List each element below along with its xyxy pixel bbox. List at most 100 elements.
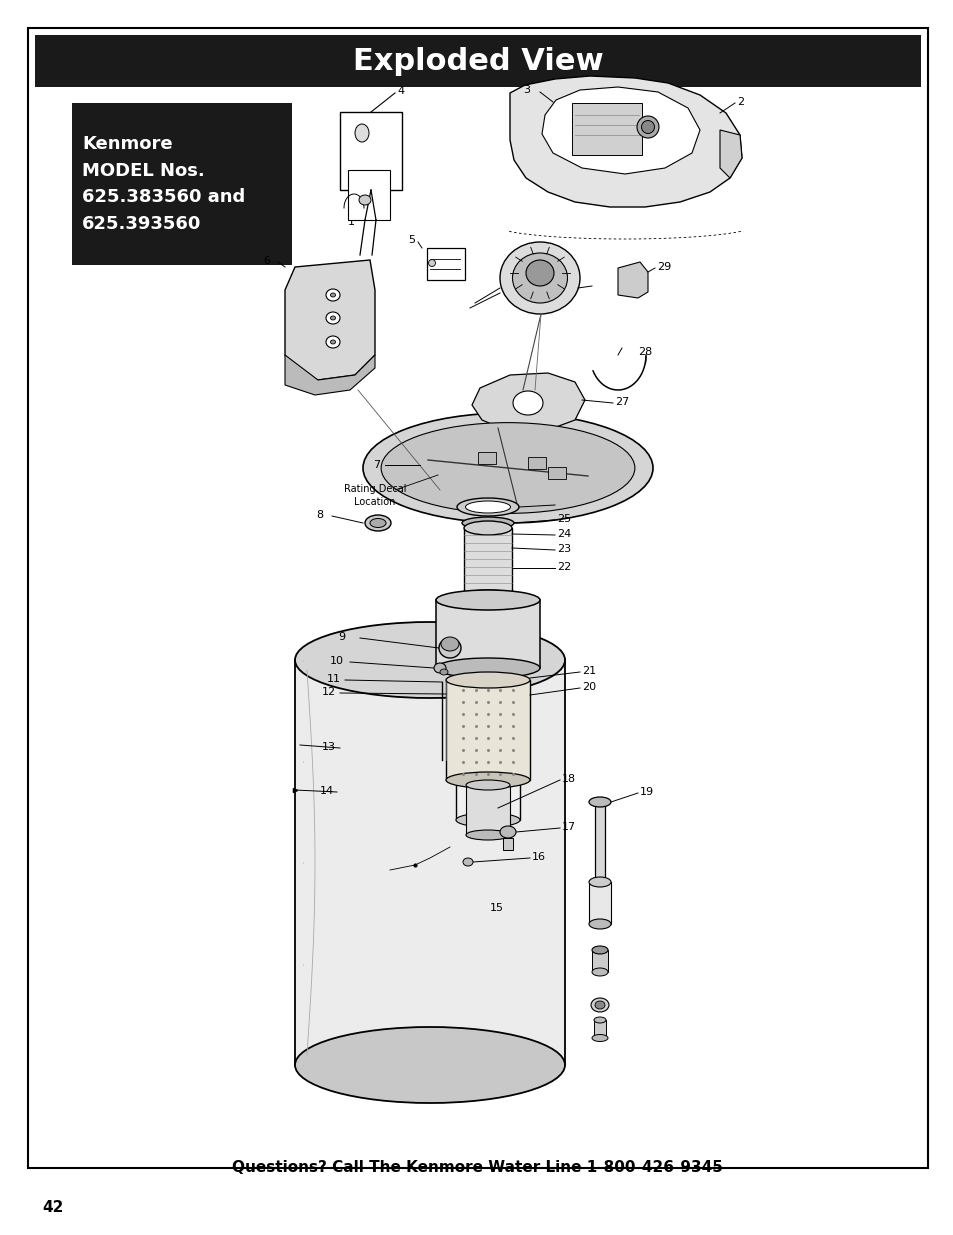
Text: 20: 20 [581, 682, 596, 692]
Ellipse shape [592, 968, 607, 976]
Ellipse shape [330, 340, 335, 345]
Ellipse shape [446, 672, 530, 688]
Text: 29: 29 [657, 262, 671, 272]
Ellipse shape [588, 877, 610, 887]
Text: 24: 24 [557, 529, 571, 538]
Ellipse shape [462, 858, 473, 866]
Ellipse shape [456, 498, 518, 516]
Bar [465, 785, 510, 835]
Ellipse shape [512, 253, 567, 303]
Ellipse shape [440, 637, 458, 651]
Ellipse shape [463, 592, 512, 605]
Polygon shape [472, 373, 584, 432]
Polygon shape [285, 261, 375, 380]
Ellipse shape [355, 124, 369, 142]
Ellipse shape [363, 412, 652, 522]
Ellipse shape [330, 316, 335, 320]
Text: 7: 7 [373, 459, 379, 471]
Text: 14: 14 [319, 785, 334, 797]
Ellipse shape [640, 121, 654, 133]
Bar [436, 600, 539, 668]
Bar [456, 597, 519, 820]
Text: 25: 25 [557, 514, 571, 524]
Ellipse shape [465, 781, 510, 790]
Ellipse shape [436, 658, 539, 678]
Ellipse shape [456, 813, 519, 827]
Bar [71, 103, 292, 266]
Bar [572, 103, 641, 156]
Bar [294, 659, 564, 1065]
Ellipse shape [436, 590, 539, 610]
Ellipse shape [326, 289, 339, 301]
Text: Kenmore
MODEL Nos.
625.383560 and
625.393560: Kenmore MODEL Nos. 625.383560 and 625.39… [82, 136, 245, 232]
Bar [594, 1020, 605, 1037]
Text: 13: 13 [322, 742, 335, 752]
Text: Rating Decal
Location: Rating Decal Location [343, 484, 406, 506]
Bar [595, 802, 604, 882]
Polygon shape [285, 354, 375, 395]
Ellipse shape [381, 422, 634, 514]
Text: 2: 2 [737, 98, 743, 107]
Ellipse shape [590, 998, 608, 1011]
Ellipse shape [499, 826, 516, 839]
Ellipse shape [588, 919, 610, 929]
Ellipse shape [358, 195, 371, 205]
Ellipse shape [439, 669, 448, 676]
Ellipse shape [365, 515, 391, 531]
Text: 8: 8 [315, 510, 323, 520]
Text: 21: 21 [581, 666, 596, 676]
Ellipse shape [326, 312, 339, 324]
Ellipse shape [294, 622, 564, 698]
Bar [446, 680, 530, 781]
Text: 23: 23 [557, 543, 571, 555]
Bar [427, 248, 464, 280]
Text: 3: 3 [522, 85, 530, 95]
Ellipse shape [525, 261, 554, 287]
Text: 26: 26 [557, 499, 571, 509]
Bar [339, 112, 401, 190]
Ellipse shape [513, 391, 542, 415]
Text: 10: 10 [330, 656, 344, 666]
Text: 9: 9 [337, 632, 345, 642]
Ellipse shape [446, 772, 530, 788]
Bar [463, 529, 512, 598]
Ellipse shape [637, 116, 659, 138]
Text: 4: 4 [396, 86, 404, 96]
Ellipse shape [434, 663, 446, 673]
Bar [527, 457, 545, 469]
Bar [592, 950, 607, 972]
Ellipse shape [456, 590, 519, 604]
Bar [588, 882, 610, 924]
Ellipse shape [499, 242, 579, 314]
Text: 17: 17 [561, 823, 576, 832]
Text: 27: 27 [615, 396, 629, 408]
Text: 42: 42 [42, 1200, 63, 1215]
Text: 12: 12 [322, 687, 335, 697]
Text: 19: 19 [639, 787, 654, 797]
Text: Exploded View: Exploded View [353, 47, 602, 75]
Text: 28: 28 [638, 347, 652, 357]
Text: 1: 1 [348, 217, 355, 227]
Ellipse shape [428, 259, 435, 267]
Ellipse shape [588, 797, 610, 806]
Text: 15: 15 [490, 903, 503, 913]
Bar [348, 170, 390, 220]
Text: 6: 6 [263, 256, 270, 266]
Text: 16: 16 [532, 852, 545, 862]
Polygon shape [720, 130, 741, 178]
Ellipse shape [438, 638, 460, 658]
Text: 11: 11 [327, 674, 340, 684]
Text: Questions? Call The Kenmore Water Line 1-800-426-9345: Questions? Call The Kenmore Water Line 1… [232, 1161, 721, 1176]
Bar [477, 452, 496, 464]
Polygon shape [510, 77, 741, 207]
Ellipse shape [461, 517, 514, 529]
Bar [547, 467, 565, 479]
Ellipse shape [592, 1035, 607, 1041]
Bar [502, 839, 513, 850]
Ellipse shape [326, 336, 339, 348]
Ellipse shape [594, 1016, 605, 1023]
Ellipse shape [592, 946, 607, 953]
Polygon shape [618, 262, 647, 298]
Ellipse shape [465, 830, 510, 840]
Text: 22: 22 [557, 562, 571, 572]
